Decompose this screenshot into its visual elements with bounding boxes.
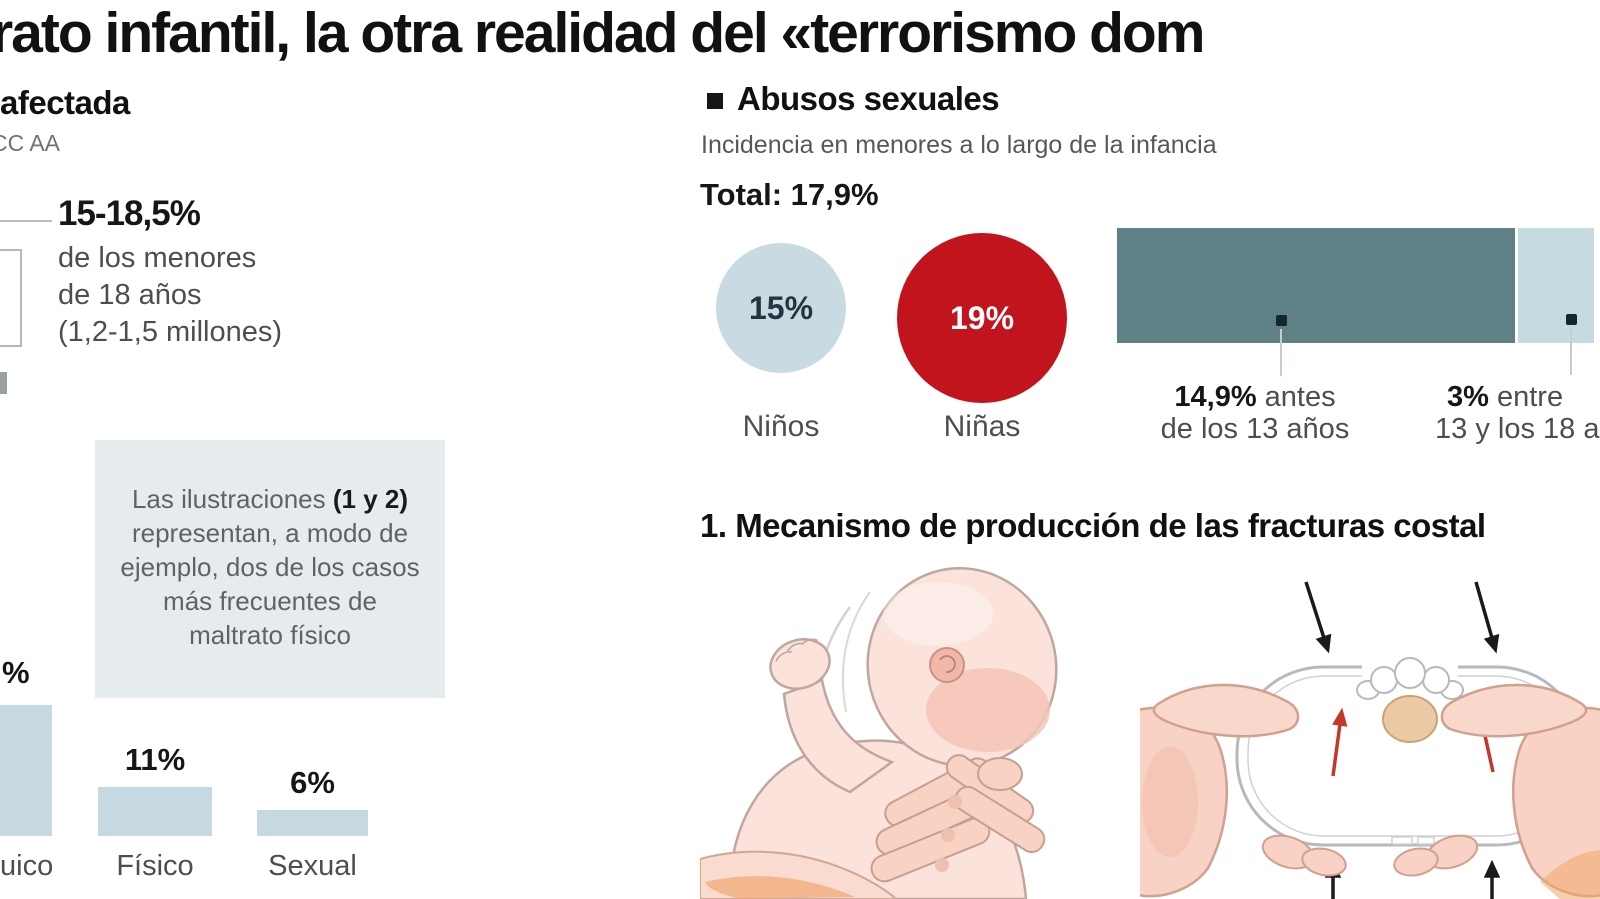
circle-ninos: 15% (716, 243, 846, 373)
leader-line (1570, 328, 1572, 375)
segment-label-before13: 14,9% antes de los 13 años (1150, 381, 1360, 445)
ccaa-label: CC AA (0, 130, 61, 156)
vertebral-body (1382, 695, 1438, 743)
bar-sexual-value: 6% (290, 765, 335, 800)
compression-arrows-top (1304, 581, 1500, 654)
ribcage-hands-illustration (1140, 581, 1600, 899)
page-title: trato infantil, la otra realidad del «te… (0, 1, 1205, 65)
bar-psiquico-value: % (2, 655, 30, 690)
segment-value: 3% (1447, 381, 1489, 413)
mechanism-title: 1. Mecanismo de producción de las fractu… (700, 507, 1486, 544)
abusos-subtitle: Incidencia en menores a lo largo de la i… (701, 131, 1217, 159)
segment-label-line: 14,9% antes (1150, 381, 1360, 413)
marker-dot (1276, 315, 1287, 326)
affected-stat-value: 15-18,5% (58, 194, 201, 233)
note-text: Las ilustraciones (1 y 2) representan, a… (117, 482, 423, 652)
left-hand (1140, 683, 1347, 898)
bar-psiquico-label: uico (0, 850, 54, 882)
baby-illustration (700, 567, 1058, 899)
leader-line (1280, 329, 1282, 376)
segment-text: entre (1488, 381, 1564, 413)
baby-fist (769, 638, 831, 690)
circle-ninas: 19% (897, 233, 1067, 403)
marker-dot (1566, 314, 1577, 325)
face-shading (926, 668, 1050, 752)
note-bold: (1 y 2) (332, 484, 409, 514)
stat-line: de los menores (58, 242, 257, 274)
bar-fisico-value: 11% (124, 742, 186, 777)
circle-ninos-value: 15% (748, 289, 814, 326)
sternum-detail (1391, 836, 1435, 845)
stat-line: (1,2-1,5 millones) (58, 316, 283, 348)
note-post: representan, a modo de ejemplo, dos de l… (120, 518, 420, 650)
vertebra (1356, 657, 1464, 700)
head-highlight (883, 582, 993, 646)
note-pre: Las ilustraciones (131, 484, 333, 514)
segment-label-line: de los 13 años (1160, 413, 1350, 445)
bar-psiquico (0, 705, 52, 836)
square-bullet-icon (707, 93, 723, 109)
abusos-total: Total: 17,9% (700, 177, 879, 212)
right-hand (1393, 683, 1600, 899)
motion-line (841, 591, 871, 713)
section-header-afectada: afectada (0, 84, 130, 121)
callout-line (0, 220, 52, 222)
bar-fisico-label: Físico (116, 850, 194, 882)
stacked-bar-segment-before13 (1117, 228, 1515, 343)
baby-ear (929, 647, 965, 683)
affected-stat-text: de los menores de 18 años (1,2-1,5 millo… (58, 240, 282, 351)
bar-fisico (98, 787, 212, 836)
stat-line: de 18 años (58, 279, 202, 311)
segment-label-13to18-line1: 3% entre (1447, 381, 1563, 413)
segment-text: antes (1256, 381, 1336, 413)
bar-sexual (257, 810, 368, 836)
circle-ninas-label: Niñas (943, 410, 1021, 443)
circle-ninas-value: 19% (949, 299, 1015, 336)
section-header-abusos: Abusos sexuales (737, 80, 1000, 117)
segment-value: 14,9% (1174, 381, 1257, 413)
map-fragment (0, 372, 7, 394)
ear-detail (939, 655, 956, 673)
segment-label-13to18-line2: 13 y los 18 a (1435, 413, 1600, 445)
illustrations-note-box: Las ilustraciones (1 y 2) representan, a… (95, 440, 445, 698)
circle-ninos-label: Niños (742, 410, 820, 443)
knuckle-shading (935, 795, 962, 872)
bar-sexual-label: Sexual (268, 850, 357, 882)
stacked-bar-segment-13to18 (1518, 228, 1594, 343)
forearm-shading (705, 876, 855, 899)
map-inset-box (0, 249, 22, 347)
adult-hands-fingers (870, 754, 1046, 883)
